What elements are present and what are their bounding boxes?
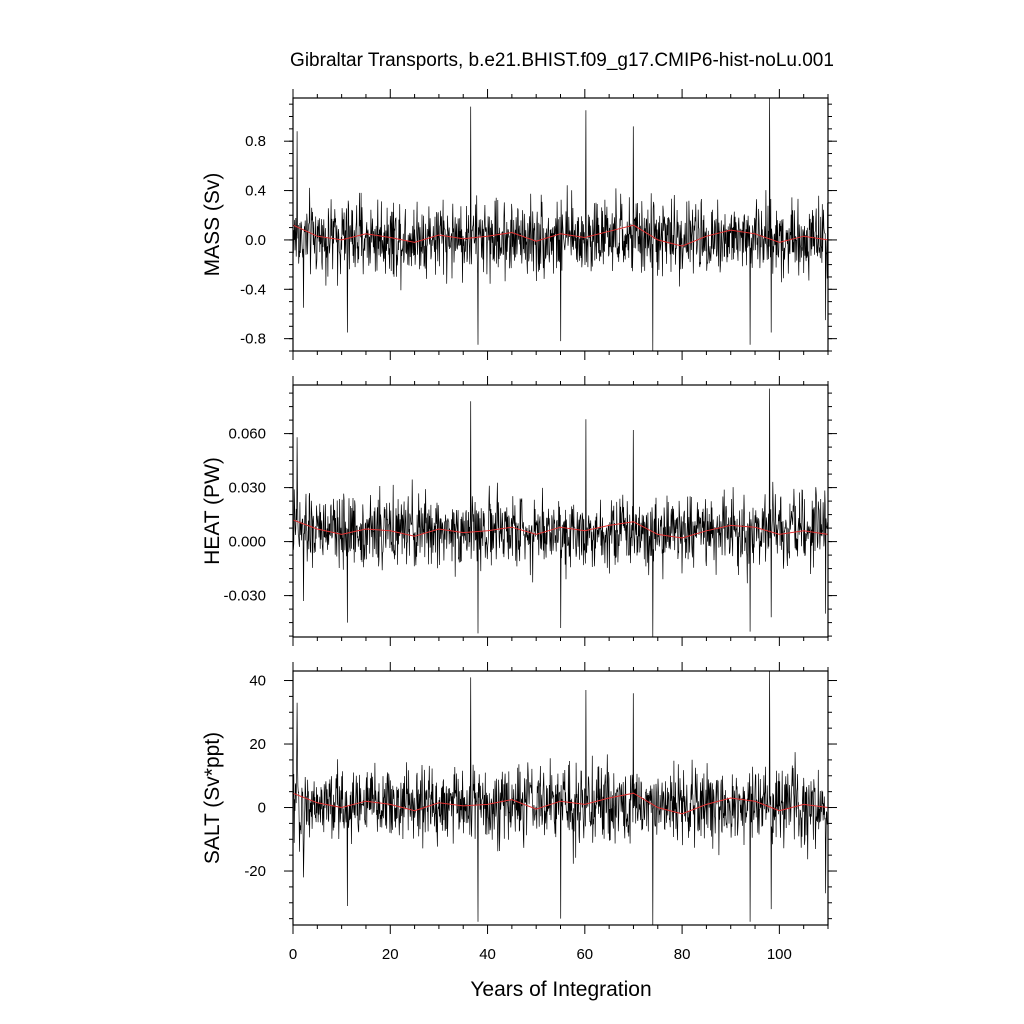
annual-mean-line <box>293 519 828 539</box>
y-tick-label: 0.030 <box>228 480 266 497</box>
y-tick-label: 0.0 <box>245 232 266 249</box>
y-axis-label: HEAT (PW) <box>201 457 224 565</box>
y-tick-label: 0 <box>258 800 266 817</box>
y-tick-label: 0.4 <box>245 183 266 200</box>
x-tick-label: 80 <box>674 946 691 963</box>
panel-mass: -0.8 -0.4 0.0 0.4 0.8 MASS (Sv) <box>201 89 837 360</box>
panel-salt: -20 0 20 40 0 20 40 60 80 100 SALT (Sv*ppt) <box>201 662 837 963</box>
y-axis-label: MASS (Sv) <box>201 173 224 277</box>
y-tick-label: 0.060 <box>228 426 266 443</box>
x-tick-label: 60 <box>576 946 593 963</box>
x-tick-label: 0 <box>289 946 297 963</box>
y-tick-label: 0.8 <box>245 133 266 150</box>
y-tick-label: -0.030 <box>223 588 266 605</box>
y-tick-label: -20 <box>244 863 266 880</box>
annual-mean-line <box>293 224 828 247</box>
panels: -0.8 -0.4 0.0 0.4 0.8 MASS (Sv) -0.030 0.000 0.0… <box>201 89 837 963</box>
monthly-series-line <box>293 388 828 637</box>
x-tick-label: 100 <box>767 946 792 963</box>
y-tick-label: 20 <box>249 736 266 753</box>
y-tick-label: -0.4 <box>240 281 266 298</box>
y-tick-label: -0.8 <box>240 331 266 348</box>
chart-title: Gibraltar Transports, b.e21.BHIST.f09_g1… <box>290 50 834 71</box>
x-axis-label: Years of Integration <box>470 978 651 1001</box>
monthly-series-line <box>293 671 828 925</box>
y-tick-label: 0.000 <box>228 534 266 551</box>
monthly-series-line <box>293 98 828 351</box>
y-tick-label: 40 <box>249 673 266 690</box>
y-axis-label: SALT (Sv*ppt) <box>201 732 224 864</box>
x-tick-label: 20 <box>382 946 399 963</box>
annual-mean-line <box>293 792 828 815</box>
x-tick-label: 40 <box>479 946 496 963</box>
